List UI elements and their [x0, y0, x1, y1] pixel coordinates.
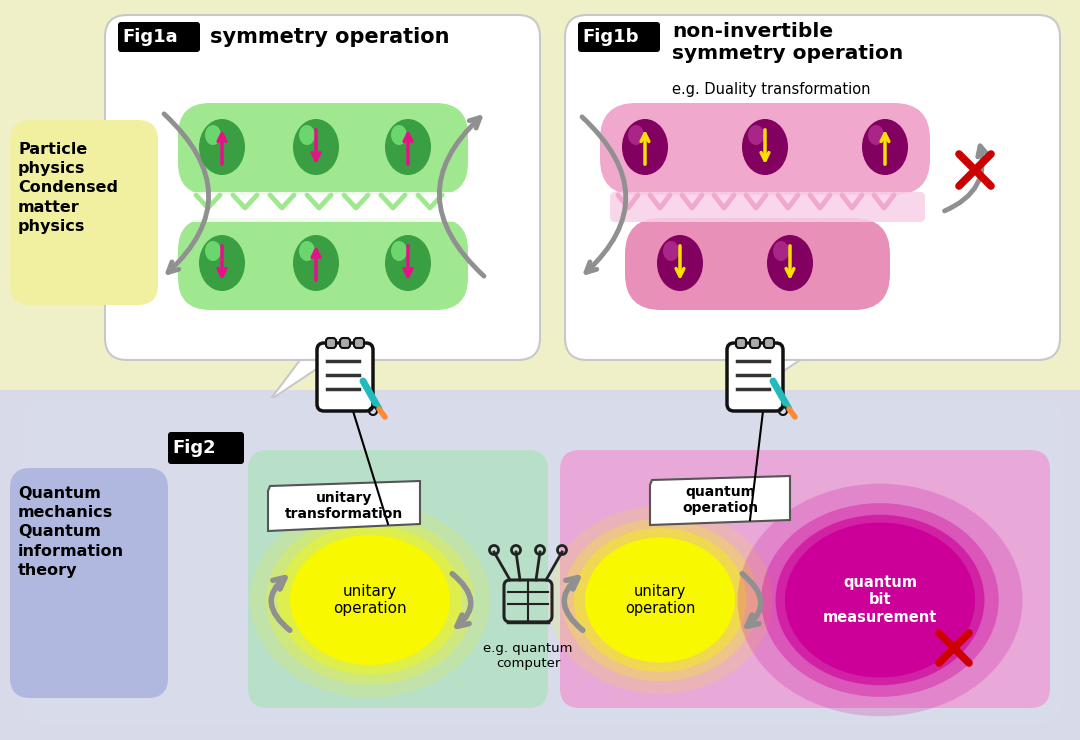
- FancyBboxPatch shape: [750, 338, 760, 348]
- Polygon shape: [270, 360, 330, 400]
- Ellipse shape: [205, 241, 221, 261]
- Ellipse shape: [249, 502, 490, 698]
- FancyBboxPatch shape: [105, 15, 540, 360]
- Ellipse shape: [738, 484, 1023, 716]
- Ellipse shape: [657, 235, 703, 291]
- Ellipse shape: [293, 119, 339, 175]
- Ellipse shape: [742, 119, 788, 175]
- Ellipse shape: [862, 119, 908, 175]
- Ellipse shape: [622, 119, 669, 175]
- FancyBboxPatch shape: [168, 432, 244, 464]
- Ellipse shape: [563, 519, 757, 682]
- Text: quantum
operation: quantum operation: [681, 485, 758, 515]
- Text: quantum
bit
measurement: quantum bit measurement: [823, 575, 937, 625]
- Text: unitary
operation: unitary operation: [625, 584, 696, 616]
- Ellipse shape: [868, 125, 885, 145]
- FancyBboxPatch shape: [764, 338, 774, 348]
- Ellipse shape: [785, 522, 975, 678]
- Text: Quantum
mechanics
Quantum
information
theory: Quantum mechanics Quantum information th…: [18, 486, 124, 578]
- Text: Fig1b: Fig1b: [582, 28, 638, 46]
- Ellipse shape: [761, 503, 999, 697]
- Ellipse shape: [299, 241, 315, 261]
- Ellipse shape: [293, 235, 339, 291]
- Ellipse shape: [548, 506, 772, 694]
- FancyBboxPatch shape: [185, 192, 461, 222]
- Text: Particle
physics
Condensed
matter
physics: Particle physics Condensed matter physic…: [18, 142, 118, 234]
- FancyBboxPatch shape: [178, 218, 468, 310]
- Ellipse shape: [773, 241, 789, 261]
- Text: unitary
transformation: unitary transformation: [285, 491, 403, 521]
- Polygon shape: [268, 481, 420, 531]
- FancyBboxPatch shape: [248, 450, 548, 708]
- FancyBboxPatch shape: [118, 22, 200, 52]
- FancyBboxPatch shape: [10, 120, 158, 305]
- Ellipse shape: [775, 515, 985, 685]
- Ellipse shape: [627, 125, 644, 145]
- Polygon shape: [650, 476, 789, 525]
- Ellipse shape: [748, 125, 764, 145]
- FancyBboxPatch shape: [318, 343, 373, 411]
- Ellipse shape: [278, 525, 462, 675]
- FancyBboxPatch shape: [735, 338, 746, 348]
- Ellipse shape: [199, 119, 245, 175]
- Text: non-invertible
symmetry operation: non-invertible symmetry operation: [672, 22, 903, 63]
- FancyBboxPatch shape: [610, 192, 924, 222]
- Text: e.g. Duality transformation: e.g. Duality transformation: [672, 82, 870, 97]
- Text: Fig1a: Fig1a: [122, 28, 177, 46]
- Polygon shape: [740, 360, 800, 400]
- Ellipse shape: [199, 235, 245, 291]
- Ellipse shape: [299, 125, 315, 145]
- FancyBboxPatch shape: [354, 338, 364, 348]
- Text: e.g. quantum
computer: e.g. quantum computer: [483, 642, 572, 670]
- FancyBboxPatch shape: [340, 338, 350, 348]
- FancyBboxPatch shape: [625, 218, 890, 310]
- Text: Fig2: Fig2: [172, 439, 216, 457]
- FancyBboxPatch shape: [561, 450, 1050, 708]
- Ellipse shape: [384, 235, 431, 291]
- FancyBboxPatch shape: [178, 103, 468, 195]
- Ellipse shape: [663, 241, 679, 261]
- Ellipse shape: [573, 528, 746, 672]
- FancyBboxPatch shape: [22, 398, 1062, 724]
- FancyBboxPatch shape: [0, 390, 1080, 740]
- Ellipse shape: [391, 125, 407, 145]
- Ellipse shape: [585, 537, 735, 662]
- Ellipse shape: [205, 125, 221, 145]
- Text: symmetry operation: symmetry operation: [210, 27, 449, 47]
- Ellipse shape: [767, 235, 813, 291]
- FancyBboxPatch shape: [565, 15, 1059, 360]
- Ellipse shape: [384, 119, 431, 175]
- FancyBboxPatch shape: [578, 22, 660, 52]
- FancyBboxPatch shape: [10, 468, 168, 698]
- Ellipse shape: [291, 535, 450, 665]
- Text: unitary
operation: unitary operation: [334, 584, 407, 616]
- FancyBboxPatch shape: [727, 343, 783, 411]
- Ellipse shape: [266, 516, 474, 684]
- FancyBboxPatch shape: [326, 338, 336, 348]
- FancyBboxPatch shape: [600, 103, 930, 195]
- Ellipse shape: [391, 241, 407, 261]
